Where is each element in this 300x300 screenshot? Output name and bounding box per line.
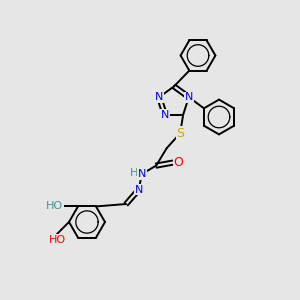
Text: HO: HO bbox=[48, 235, 66, 245]
Text: O: O bbox=[173, 156, 183, 169]
Text: N: N bbox=[184, 92, 193, 102]
Text: N: N bbox=[160, 110, 169, 120]
Text: N: N bbox=[155, 92, 164, 102]
Text: HO: HO bbox=[46, 201, 63, 212]
Text: S: S bbox=[176, 127, 184, 140]
Text: H: H bbox=[130, 167, 139, 178]
Text: N: N bbox=[138, 169, 146, 179]
Text: N: N bbox=[135, 184, 143, 195]
